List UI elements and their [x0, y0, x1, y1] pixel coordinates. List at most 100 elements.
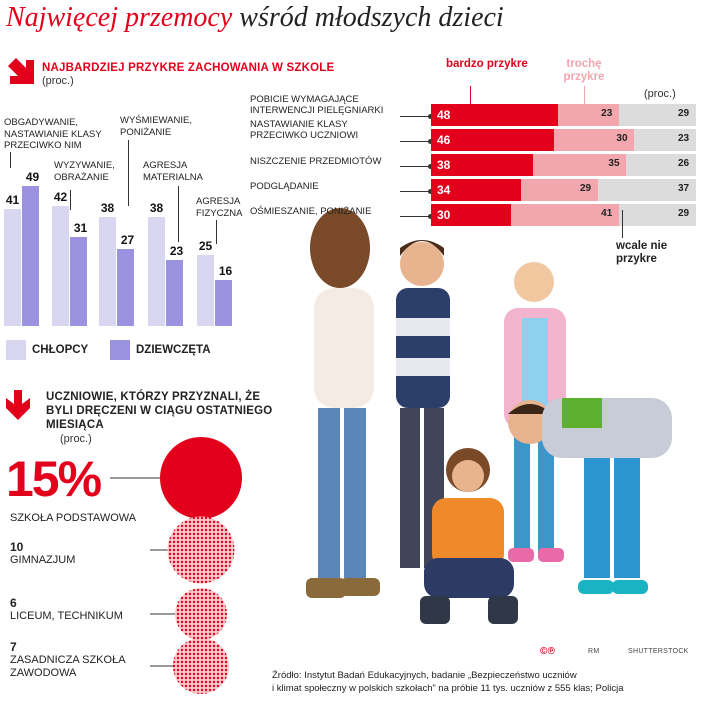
footer-source-line2: i klimat społeczny w polskich szkołach” … [272, 683, 624, 694]
chart2-value-3-2: 37 [678, 183, 690, 194]
chart2-cat-0-line-0: POBICIE WYMAGAJĄCE [250, 94, 359, 105]
chart2-seg-2-2 [626, 154, 697, 176]
page-title: Najwięcej przemocy wśród młodszych dziec… [6, 2, 504, 34]
chart2-seg-0-1 [558, 104, 620, 126]
chart1-leader-2 [128, 140, 129, 206]
chart1-subtitle: (proc.) [42, 75, 74, 87]
legend-very-unpleasant-label: bardzo przykre [446, 58, 528, 70]
chart1-value-2-1: 27 [120, 232, 135, 247]
chart1-title: NAJBARDZIEJ PRZYKRE ZACHOWANIA W SZKOLE [42, 62, 335, 74]
arrow-down-right-icon [8, 58, 34, 84]
chart2-leader-1 [400, 141, 431, 142]
chart2-seg-1-2 [634, 129, 697, 151]
chart1-cat-label-3: AGRESJA MATERIALNA [143, 160, 204, 183]
chart2-seg-2-1 [532, 154, 627, 176]
chart3-title: UCZNIOWIE, KTÓRZY PRZYZNALI, ŻE BYLI DRĘ… [46, 391, 273, 431]
chart2-leader-dot-3 [428, 189, 433, 194]
chart1-leader-3 [178, 186, 179, 242]
chart1-value-4-0: 25 [198, 238, 213, 253]
chart2-seg-4-2 [619, 204, 697, 226]
chart2-seg-3-0 [431, 179, 522, 201]
chart2-legend-line-2 [622, 210, 623, 238]
chart3-value-2: 6 [10, 596, 17, 610]
chart1-value-4-1: 16 [218, 264, 233, 279]
chart2-leader-dot-0 [428, 114, 433, 119]
legend-not-unpleasant: wcale nie przykre [616, 240, 696, 266]
chart1-bar-1-1 [70, 237, 87, 326]
chart2-leader-0 [400, 116, 431, 117]
chart2-cat-4: OŚMIESZANIE, PONIŻANIE [250, 206, 410, 217]
chart3-subtitle: (proc.) [60, 433, 92, 445]
footer-source-line1: Źródło: Instytut Badań Edukacyjnych, bad… [272, 670, 577, 681]
chart2-seg-0-2 [619, 104, 697, 126]
chart2-leader-dot-2 [428, 164, 433, 169]
chart2-value-3-0: 34 [437, 183, 451, 197]
chart2-seg-4-0 [431, 204, 511, 226]
chart2-value-1-2: 23 [678, 133, 690, 144]
credit-rm: RM [588, 648, 600, 655]
chart1-bar-4-1 [215, 280, 232, 326]
chart2-value-4-1: 41 [601, 208, 613, 219]
chart1-bar-2-0 [99, 217, 116, 326]
chart2-cat-0: POBICIE WYMAGAJĄCE INTERWENCJI PIELĘGNIAR… [250, 94, 410, 116]
chart1-bar-0-0 [4, 208, 21, 326]
chart1-value-1-1: 31 [73, 221, 88, 236]
chart2-cat-1-line-1: PRZECIWKO UCZNIOWI [250, 130, 359, 141]
chart2-seg-1-0 [431, 129, 555, 151]
legend-label-girls: DZIEWCZĘTA [136, 344, 211, 356]
chart1-value-0-1: 49 [25, 170, 40, 184]
chart2-leader-dot-4 [428, 214, 433, 219]
chart3-circle-2 [175, 588, 227, 640]
chart3-value-1: 10 [10, 540, 24, 554]
chart1-bar-4-0 [197, 254, 214, 326]
chart2-seg-4-1 [510, 204, 620, 226]
title-red: Najwięcej przemocy [6, 2, 233, 33]
chart2-value-0-1: 23 [601, 108, 613, 119]
chart2-cat-2-line-0: NISZCZENIE PRZEDMIOTÓW [250, 156, 382, 167]
chart1-value-3-1: 23 [169, 244, 184, 259]
chart1-value-3-0: 38 [149, 201, 164, 216]
chart2-seg-3-2 [597, 179, 697, 201]
chart1-bar-3-0 [148, 217, 165, 326]
chart1-value-0-0: 41 [5, 192, 20, 207]
chart2-value-1-0: 46 [437, 133, 451, 147]
chart2-seg-0-0 [431, 104, 559, 126]
chart2-cat-0-line-1: INTERWENCJI PIELĘGNIARKI [250, 105, 384, 116]
chart2-legend-line-1 [584, 86, 585, 104]
chart2-legend-line-0 [470, 86, 471, 104]
chart1-leader-1 [70, 190, 71, 210]
chart1-cat-label-4: AGRESJA FIZYCZNA [196, 196, 243, 219]
chart2-leader-3 [400, 191, 431, 192]
chart1-cat-label-0: OBGADYWANIE, NASTAWIANIE KLASY PRZECIWKO N… [4, 117, 102, 151]
chart2-value-3-1: 29 [579, 183, 592, 194]
chart2-value-1-1: 30 [616, 133, 628, 144]
chart2-seg-3-1 [521, 179, 599, 201]
chart3-value-0: 15% [6, 451, 102, 507]
legend-swatch-boys [6, 340, 26, 360]
chart2-cat-4-line-0: OŚMIESZANIE, PONIŻANIE [250, 206, 372, 217]
legend-somewhat-unpleasant: trochę przykre [556, 58, 612, 84]
chart1-bar-1-0 [52, 206, 69, 326]
chart3-cat-2: LICEUM, TECHNIKUM [10, 610, 123, 622]
chart2-value-4-0: 30 [437, 208, 451, 222]
chart2-value-0-2: 29 [678, 108, 690, 119]
chart2-value-2-2: 26 [678, 158, 690, 169]
chart3-value-3: 7 [10, 640, 17, 654]
chart3-circle-0 [160, 437, 242, 519]
chart2-cat-1-line-0: NASTAWIANIE KLASY [250, 119, 348, 130]
chart2-subtitle: (proc.) [644, 88, 676, 100]
chart2-value-0-0: 48 [437, 108, 451, 122]
chart1-cat-label-1: WYZYWANIE, OBRAŻANIE [54, 160, 115, 183]
title-rest: wśród młodszych dzieci [232, 2, 504, 33]
chart1-leader-0 [10, 152, 11, 168]
chart2-value-4-2: 29 [678, 208, 690, 219]
legend-very-unpleasant: bardzo przykre [446, 58, 528, 71]
chart3-circle-3 [172, 637, 230, 695]
chart2-value-2-0: 38 [437, 158, 451, 172]
credit-logo: ©℗ [540, 646, 556, 657]
legend-somewhat-unpleasant-label: trochę przykre [563, 58, 605, 83]
chart2-seg-2-0 [431, 154, 534, 176]
chart2-cat-1: NASTAWIANIE KLASY PRZECIWKO UCZNIOWI [250, 119, 410, 141]
chart2-value-2-1: 35 [608, 158, 620, 169]
